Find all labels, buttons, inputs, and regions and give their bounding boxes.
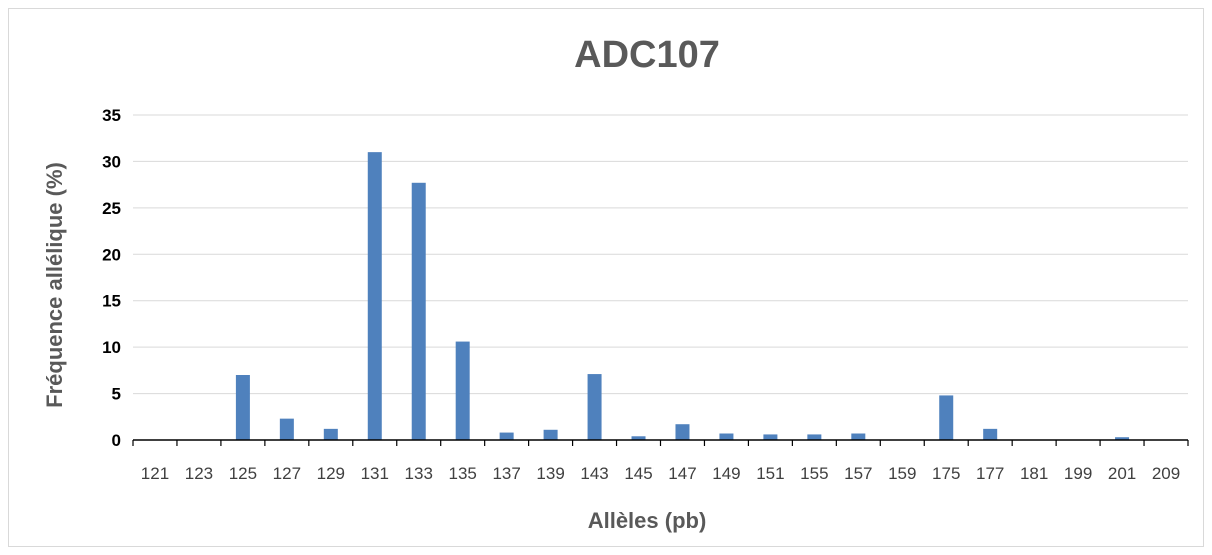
y-tick-label: 0: [112, 431, 121, 450]
x-tick-label: 143: [580, 464, 608, 483]
x-tick-label: 175: [932, 464, 960, 483]
bar-137: [499, 432, 514, 440]
y-tick-label: 30: [102, 152, 121, 171]
bar-149: [719, 433, 734, 440]
bar-131: [367, 152, 382, 440]
x-tick-label: 181: [1020, 464, 1048, 483]
x-tick-label: 129: [317, 464, 345, 483]
x-tick-label: 157: [844, 464, 872, 483]
x-tick-label: 127: [273, 464, 301, 483]
bar-201: [1115, 437, 1130, 440]
x-tick-label: 125: [229, 464, 257, 483]
bar-143: [587, 374, 602, 440]
bar-157: [851, 433, 866, 440]
bar-145: [631, 436, 646, 440]
x-tick-label: 159: [888, 464, 916, 483]
bar-125: [235, 375, 250, 440]
bar-175: [939, 395, 954, 440]
x-tick-label: 121: [141, 464, 169, 483]
y-axis: 0 5 10 15 20 25 30 35: [102, 106, 121, 450]
y-axis-title: Fréquence allélique (%): [42, 162, 67, 408]
bar-127: [279, 418, 294, 440]
bar-129: [323, 428, 338, 440]
x-tick-label: 137: [492, 464, 520, 483]
x-tick-label: 155: [800, 464, 828, 483]
x-tick-label: 209: [1152, 464, 1180, 483]
x-tick-label: 147: [668, 464, 696, 483]
chart-title: ADC107: [574, 34, 720, 76]
x-axis-title: Allèles (pb): [588, 508, 707, 533]
x-tick-label: 123: [185, 464, 213, 483]
bar-chart: ADC107 121 123 125 127 129 131 133 135 137 139 143…: [42, 34, 1189, 533]
chart-area: ADC107 121 123 125 127 129 131 133 135 137 139 143…: [8, 8, 1204, 547]
bar-135: [455, 341, 470, 440]
bar-139: [543, 429, 558, 440]
bar-155: [807, 434, 822, 440]
x-tick-label: 177: [976, 464, 1004, 483]
x-tick-label: 149: [712, 464, 740, 483]
x-axis: 121 123 125 127 129 131 133 135 137 139 143 145 147 1…: [132, 439, 1189, 483]
x-tick-label: 133: [405, 464, 433, 483]
gridlines: [133, 114, 1188, 395]
bar-147: [675, 424, 690, 440]
x-tick-label: 151: [756, 464, 784, 483]
x-tick-label: 135: [449, 464, 477, 483]
y-tick-label: 25: [102, 199, 121, 218]
y-tick-label: 35: [102, 106, 121, 125]
x-tick-label: 145: [624, 464, 652, 483]
bar-177: [983, 428, 998, 440]
y-tick-label: 20: [102, 245, 121, 264]
x-tick-label: 131: [361, 464, 389, 483]
y-tick-label: 15: [102, 292, 121, 311]
bar-151: [763, 434, 778, 440]
x-tick-label: 201: [1108, 464, 1136, 483]
bar-133: [411, 182, 426, 441]
x-tick-label: 139: [536, 464, 564, 483]
bars: [235, 152, 1130, 441]
x-tick-label: 199: [1064, 464, 1092, 483]
y-tick-label: 5: [112, 385, 121, 404]
y-tick-label: 10: [102, 338, 121, 357]
